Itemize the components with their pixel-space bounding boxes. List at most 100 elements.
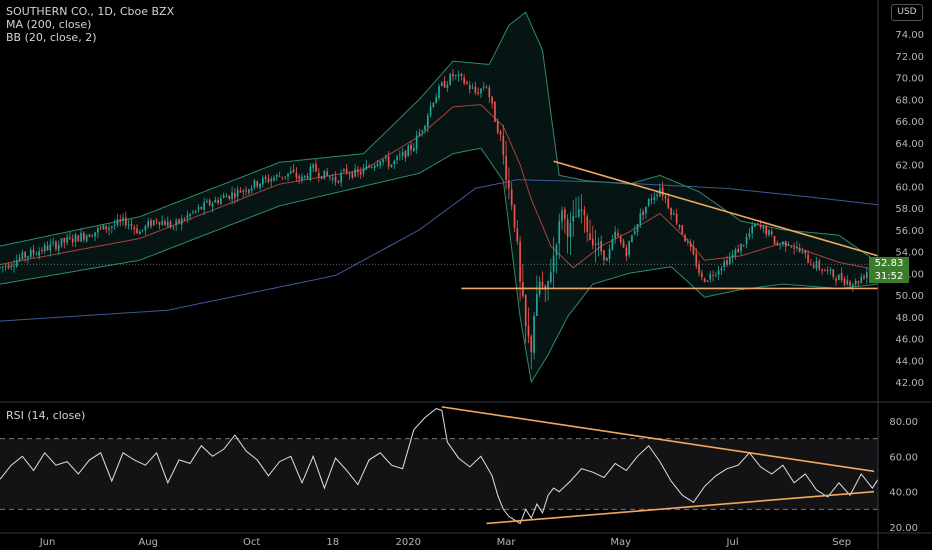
candle[interactable] <box>854 278 857 287</box>
candle[interactable] <box>505 140 507 190</box>
candle[interactable] <box>21 249 24 261</box>
candle[interactable] <box>306 173 309 180</box>
candle[interactable] <box>49 238 52 257</box>
rsi-line[interactable] <box>0 408 879 525</box>
candle[interactable] <box>38 247 40 260</box>
candle[interactable] <box>161 215 164 226</box>
symbol-title[interactable]: SOUTHERN CO., 1D, Cboe BZX <box>6 5 175 18</box>
candle[interactable] <box>569 211 572 256</box>
candle[interactable] <box>320 176 323 180</box>
candle[interactable] <box>689 238 692 252</box>
candle[interactable] <box>443 76 446 88</box>
candle[interactable] <box>628 240 630 258</box>
candle[interactable] <box>435 93 438 104</box>
candle[interactable] <box>309 163 312 182</box>
candle[interactable] <box>32 245 35 258</box>
candle[interactable] <box>513 204 516 232</box>
candle[interactable] <box>357 165 359 178</box>
candle[interactable] <box>541 271 544 291</box>
candle[interactable] <box>52 237 54 247</box>
candle[interactable] <box>698 260 700 277</box>
candle[interactable] <box>508 167 510 200</box>
candle[interactable] <box>527 307 530 344</box>
candle[interactable] <box>57 240 60 255</box>
candle[interactable] <box>460 72 463 81</box>
candle[interactable] <box>214 196 217 203</box>
candle[interactable] <box>18 253 21 263</box>
candle[interactable] <box>851 282 854 292</box>
candle[interactable] <box>152 219 155 227</box>
candle[interactable] <box>533 312 535 360</box>
candle[interactable] <box>379 160 382 169</box>
candle[interactable] <box>798 243 801 253</box>
candle[interactable] <box>418 128 421 137</box>
candle[interactable] <box>586 213 589 242</box>
candle[interactable] <box>1 265 4 273</box>
candle[interactable] <box>603 250 605 266</box>
candle[interactable] <box>457 70 460 82</box>
candle[interactable] <box>765 224 767 238</box>
candle[interactable] <box>298 174 301 184</box>
candle[interactable] <box>712 270 714 282</box>
candle[interactable] <box>782 241 784 247</box>
candle[interactable] <box>180 214 183 231</box>
bb-basis-line[interactable] <box>0 104 879 271</box>
candle[interactable] <box>728 252 731 266</box>
candle[interactable] <box>424 124 426 134</box>
candle[interactable] <box>857 280 860 286</box>
candle[interactable] <box>83 231 85 243</box>
candle[interactable] <box>555 242 558 274</box>
candle[interactable] <box>865 267 868 284</box>
candle[interactable] <box>164 218 166 226</box>
candle[interactable] <box>779 243 781 250</box>
candle[interactable] <box>678 224 681 231</box>
candle[interactable] <box>552 236 555 289</box>
candle[interactable] <box>354 164 356 178</box>
rsi-title[interactable]: RSI (14, close) <box>6 409 86 422</box>
candle[interactable] <box>720 265 723 275</box>
candle[interactable] <box>824 268 826 272</box>
candle[interactable] <box>499 129 502 142</box>
candle[interactable] <box>55 239 57 252</box>
candle[interactable] <box>208 198 211 207</box>
candle[interactable] <box>41 247 43 255</box>
candle[interactable] <box>412 142 415 152</box>
candle[interactable] <box>399 150 401 161</box>
candle[interactable] <box>127 219 130 230</box>
candle[interactable] <box>138 229 141 235</box>
candle[interactable] <box>636 223 639 236</box>
candle[interactable] <box>231 186 233 205</box>
candle[interactable] <box>27 255 29 264</box>
candle[interactable] <box>329 176 331 181</box>
candle[interactable] <box>130 219 133 231</box>
candle[interactable] <box>287 173 289 182</box>
candle[interactable] <box>343 167 345 173</box>
candle[interactable] <box>415 130 418 154</box>
candle[interactable] <box>440 81 443 87</box>
currency-button[interactable]: USD <box>891 4 923 21</box>
candle[interactable] <box>236 185 239 202</box>
candle[interactable] <box>745 233 748 249</box>
candle[interactable] <box>133 224 136 235</box>
candle[interactable] <box>270 176 273 187</box>
candle[interactable] <box>225 193 228 198</box>
candle[interactable] <box>166 216 169 227</box>
candle[interactable] <box>614 226 616 244</box>
candle[interactable] <box>449 72 452 86</box>
candle[interactable] <box>452 69 454 81</box>
candle[interactable] <box>13 259 15 273</box>
candle[interactable] <box>617 228 619 238</box>
rsi-descending-trendline[interactable] <box>441 406 875 473</box>
candle[interactable] <box>317 168 320 183</box>
candle[interactable] <box>158 221 161 230</box>
candle[interactable] <box>362 163 365 177</box>
candle[interactable] <box>846 275 849 286</box>
candle[interactable] <box>776 240 779 247</box>
candle[interactable] <box>35 251 38 256</box>
candle[interactable] <box>547 280 549 301</box>
candle[interactable] <box>502 124 505 165</box>
candle[interactable] <box>46 241 49 251</box>
candle[interactable] <box>633 225 636 236</box>
candle[interactable] <box>575 197 577 218</box>
